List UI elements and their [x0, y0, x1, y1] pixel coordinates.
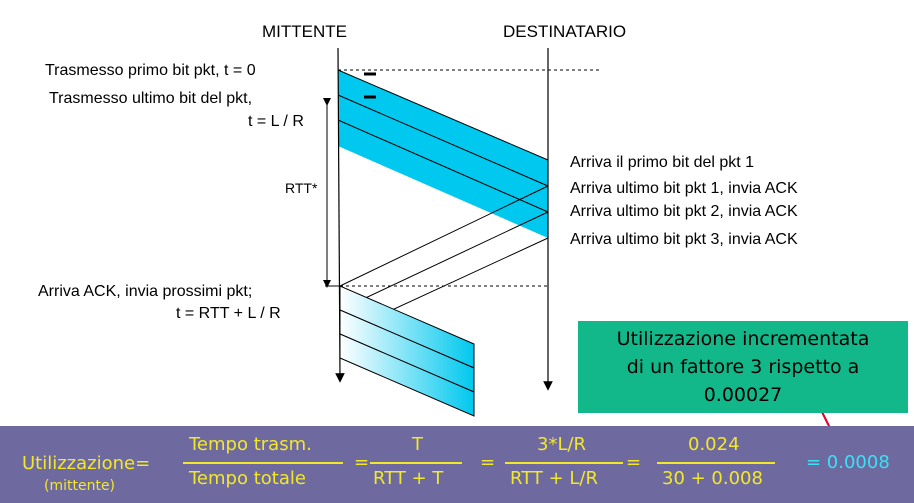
callout-line-2: di un fattore 3 rispetto a — [626, 356, 860, 378]
formula-label: Utilizzazione= — [22, 453, 151, 474]
label-ack-2: t = RTT + L / R — [176, 305, 281, 322]
sender-axis — [335, 47, 345, 383]
label-recv-4: Arriva ultimo bit pkt 3, invia ACK — [570, 231, 798, 248]
equals-2: = — [480, 452, 496, 473]
packet-edge-top — [337, 69, 549, 161]
fraction4-denominator: 30 + 0.008 — [662, 468, 763, 489]
label-ack-1: Arriva ACK, invia prossimi pkt; — [38, 283, 253, 300]
callout-line-3: 0.00027 — [703, 384, 783, 406]
fraction3-bar — [505, 462, 623, 464]
packet-band — [338, 70, 548, 238]
sender-header: MITTENTE — [262, 22, 347, 41]
fraction2-bar — [370, 462, 462, 464]
callout-line-1: Utilizzazione incrementata — [616, 328, 870, 350]
fraction1-numerator: Tempo trasm. — [189, 434, 312, 455]
formula-bar: Utilizzazione= (mittente) Tempo trasm. T… — [0, 426, 914, 503]
label-recv-2: Arriva ultimo bit pkt 1, invia ACK — [570, 180, 798, 197]
ack-line-2 — [339, 211, 549, 311]
formula-label-sub: (mittente) — [44, 478, 116, 494]
fraction1-bar — [183, 462, 343, 464]
label-first-bit: Trasmesso primo bit pkt, t = 0 — [45, 62, 256, 79]
fraction3-numerator: 3*L/R — [537, 434, 587, 455]
ack-line-1 — [339, 185, 549, 287]
label-last-bit-2: t = L / R — [248, 113, 304, 130]
formula-result: = 0.0008 — [806, 452, 890, 473]
fraction1-denominator: Tempo totale — [189, 468, 306, 489]
fraction2-denominator: RTT + T — [373, 468, 444, 489]
fraction4-bar — [657, 462, 775, 464]
fraction3-denominator: RTT + L/R — [510, 468, 598, 489]
label-recv-1: Arriva il primo bit del pkt 1 — [570, 154, 755, 171]
packet-separator-2 — [337, 119, 549, 213]
equals-1: = — [354, 452, 370, 473]
fraction4-numerator: 0.024 — [688, 434, 740, 455]
receiver-header: DESTINATARIO — [503, 22, 627, 41]
fraction2-numerator: T — [412, 434, 423, 455]
utilization-callout: Utilizzazione incrementata di un fattore… — [578, 321, 908, 413]
label-last-bit-1: Trasmesso ultimo bit del pkt, — [49, 90, 253, 107]
label-recv-3: Arriva ultimo bit pkt 2, invia ACK — [570, 203, 798, 220]
packet-separator-1 — [337, 94, 549, 187]
label-rtt: RTT* — [285, 180, 318, 196]
equals-3: = — [626, 452, 642, 473]
